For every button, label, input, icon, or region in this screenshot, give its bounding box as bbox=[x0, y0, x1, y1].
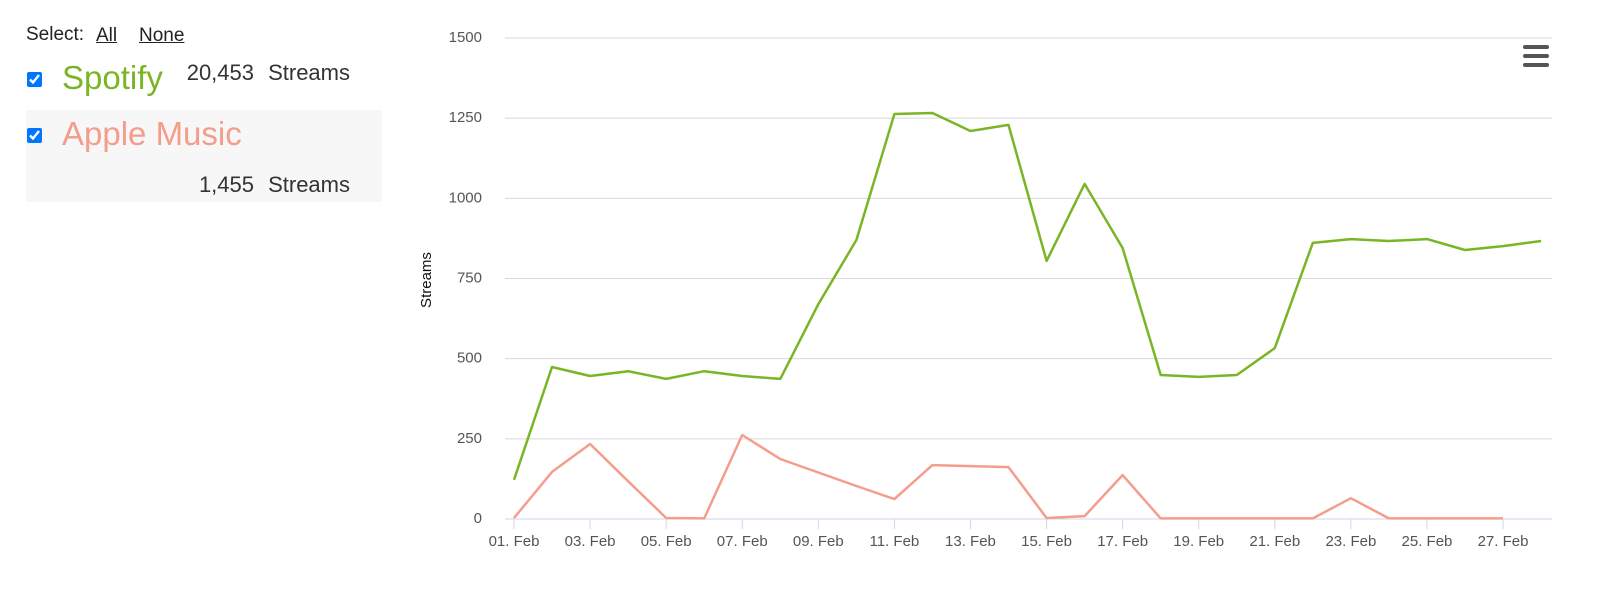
series-row: Apple Music 1,455 Streams bbox=[26, 110, 382, 202]
menu-bar bbox=[1523, 54, 1549, 58]
y-axis-title: Streams bbox=[418, 252, 435, 308]
series-unit: Streams bbox=[268, 172, 350, 197]
x-tick-label: 11. Feb bbox=[870, 533, 920, 550]
y-tick-label: 250 bbox=[457, 430, 482, 447]
x-tick-label: 15. Feb bbox=[1021, 533, 1072, 550]
series-line bbox=[512, 111, 1542, 481]
x-tick-label: 09. Feb bbox=[793, 533, 844, 550]
x-tick-label: 17. Feb bbox=[1097, 533, 1148, 550]
series-line bbox=[513, 433, 1503, 520]
x-tick-label: 21. Feb bbox=[1249, 533, 1300, 550]
x-tick-label: 27. Feb bbox=[1478, 533, 1529, 550]
series-selector: Select: All None Spotify 20,453 Streams … bbox=[0, 0, 400, 595]
x-tick-label: 01. Feb bbox=[489, 533, 540, 550]
series-row: Spotify 20,453 Streams bbox=[26, 54, 382, 104]
y-tick-label: 500 bbox=[457, 350, 482, 367]
select-none-link[interactable]: None bbox=[139, 25, 185, 46]
select-label: Select: bbox=[26, 24, 85, 45]
menu-button[interactable] bbox=[1523, 45, 1549, 67]
menu-bar bbox=[1523, 63, 1549, 67]
series-total: 20,453 bbox=[186, 60, 254, 85]
x-tick-label: 23. Feb bbox=[1325, 533, 1376, 550]
menu-bar bbox=[1523, 45, 1549, 49]
y-tick-label: 1500 bbox=[449, 29, 482, 46]
x-tick-label: 07. Feb bbox=[717, 533, 768, 550]
x-tick-label: 13. Feb bbox=[945, 533, 996, 550]
y-tick-label: 750 bbox=[457, 269, 482, 286]
series-name: Apple Music bbox=[62, 115, 242, 152]
y-tick-label: 0 bbox=[474, 510, 482, 527]
x-tick-label: 25. Feb bbox=[1402, 533, 1453, 550]
x-tick-label: 19. Feb bbox=[1173, 533, 1224, 550]
series-checkbox[interactable] bbox=[27, 128, 42, 143]
x-tick-label: 03. Feb bbox=[565, 533, 616, 550]
series-unit: Streams bbox=[268, 60, 350, 85]
y-tick-label: 1250 bbox=[449, 109, 482, 126]
series-total: 1,455 bbox=[198, 172, 254, 197]
series-checkbox[interactable] bbox=[27, 72, 42, 87]
x-tick-label: 05. Feb bbox=[641, 533, 692, 550]
y-tick-label: 1000 bbox=[449, 189, 482, 206]
select-all-link[interactable]: All bbox=[96, 25, 118, 46]
series-name: Spotify bbox=[62, 59, 163, 96]
